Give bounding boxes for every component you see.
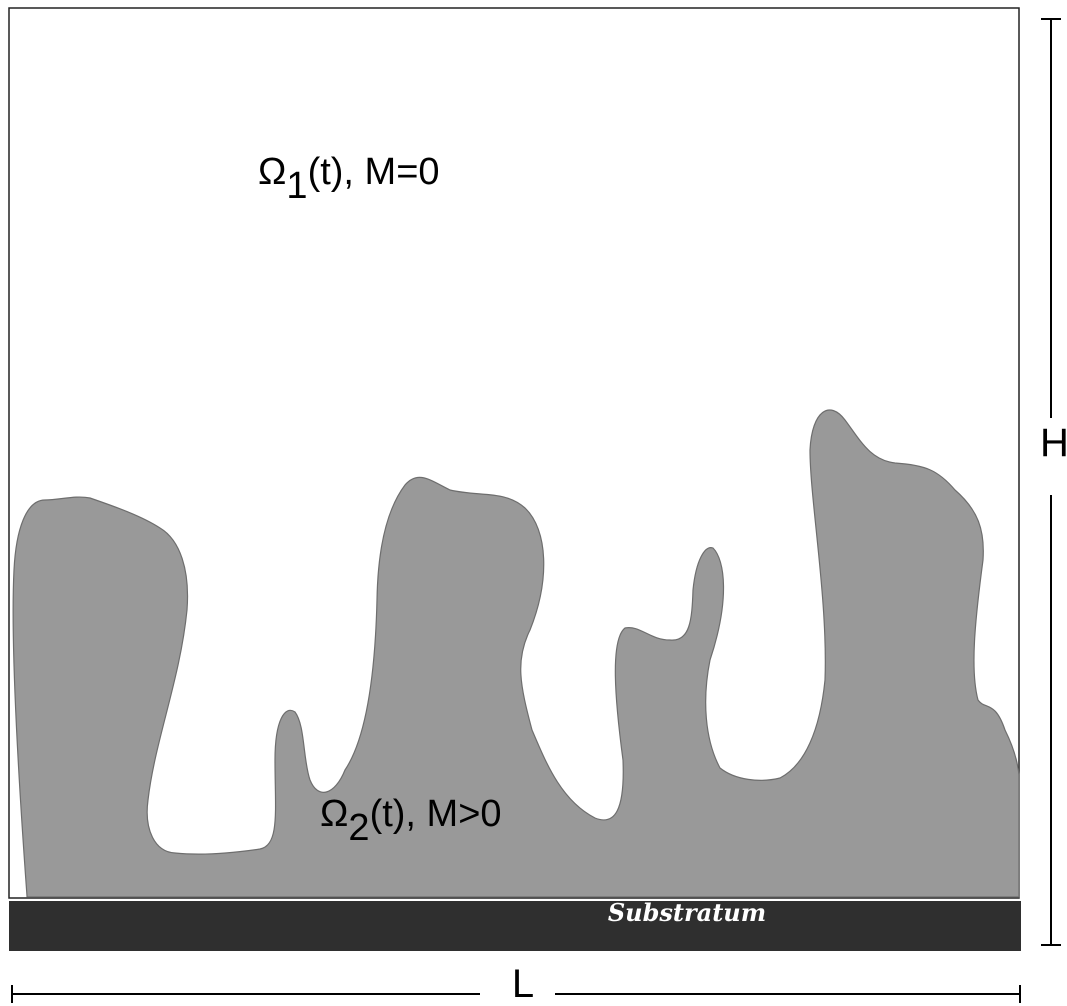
length-label: L	[512, 962, 534, 1006]
omega1-label: Ω1(t), M=0	[258, 151, 440, 207]
omega2-region	[12, 409, 1020, 898]
omega2-subscript: 2	[348, 807, 369, 849]
omega1-symbol: Ω	[258, 151, 286, 193]
omega2-label: Ω2(t), M>0	[320, 793, 502, 849]
omega2-symbol: Ω	[320, 793, 348, 835]
length-dimension	[11, 985, 1021, 1003]
substratum-label: Substratum	[608, 898, 766, 927]
substratum-bar	[9, 901, 1021, 951]
omega2-suffix: (t), M>0	[370, 793, 502, 835]
height-label: H	[1040, 421, 1067, 465]
domain-frame	[8, 7, 1020, 899]
omega1-suffix: (t), M=0	[308, 151, 440, 193]
height-dimension	[1041, 18, 1061, 946]
omega1-subscript: 1	[286, 165, 307, 207]
